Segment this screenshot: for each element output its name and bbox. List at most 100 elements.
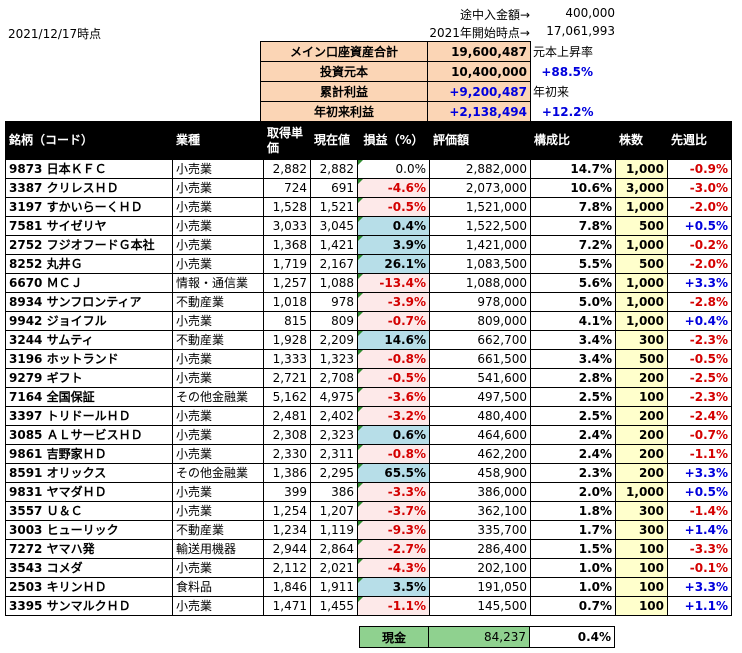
industry: 不動産業 (172, 292, 264, 312)
start-value: 17,061,993 (546, 24, 615, 38)
table-row: 3387 クリレスＨＤ 小売業 724 691 -4.6% 2,073,000 10.6% 3… (5, 178, 732, 198)
share-count: 1,000 (615, 197, 668, 217)
valuation: 1,088,000 (429, 273, 531, 293)
pl-percent: 14.6% (357, 330, 430, 350)
weekly-change: -3.3% (667, 539, 732, 559)
table-row: 7272 ヤマハ発 輸送用機器 2,944 2,864 -2.7% 286,400 1.5%… (5, 539, 732, 559)
pl-percent: -0.7% (357, 311, 430, 331)
industry: 小売業 (172, 235, 264, 255)
table-row: 3197 すかいらーくＨＤ 小売業 1,528 1,521 -0.5% 1,521,000… (5, 197, 732, 217)
share-count: 200 (615, 368, 668, 388)
current-price: 978 (310, 292, 358, 312)
weekly-change: -2.3% (667, 387, 732, 407)
share-count: 1,000 (615, 235, 668, 255)
share-count: 100 (615, 558, 668, 578)
stock-name: 3196 ホットランド (5, 349, 173, 369)
share-count: 200 (615, 463, 668, 483)
weekly-change: -0.7% (667, 425, 732, 445)
table-row: 3085 ＡＬサービスＨＤ 小売業 2,308 2,323 0.6% 464,600 2.4… (5, 425, 732, 445)
pl-percent: -0.8% (357, 349, 430, 369)
industry: その他金融業 (172, 387, 264, 407)
pl-percent: -2.7% (357, 539, 430, 559)
valuation: 2,882,000 (429, 159, 531, 179)
current-price: 1,455 (310, 596, 358, 616)
cost-price: 399 (263, 482, 311, 502)
cash-value: 84,237 (428, 626, 530, 648)
industry: その他金融業 (172, 463, 264, 483)
industry: 小売業 (172, 596, 264, 616)
composition-ratio: 3.4% (530, 349, 616, 369)
valuation: 661,500 (429, 349, 531, 369)
industry: 小売業 (172, 444, 264, 464)
stock-name: 9831 ヤマダＨＤ (5, 482, 173, 502)
share-count: 200 (615, 406, 668, 426)
weekly-change: -0.2% (667, 235, 732, 255)
table-row: 3244 サムティ 不動産業 1,928 2,209 14.6% 662,700 3.4% 3… (5, 330, 732, 350)
pl-percent: 3.9% (357, 235, 430, 255)
table-row: 3003 ヒューリック 不動産業 1,234 1,119 -9.3% 335,700 1.7… (5, 520, 732, 540)
stock-name: 3395 サンマルクＨＤ (5, 596, 173, 616)
composition-ratio: 2.0% (530, 482, 616, 502)
current-price: 809 (310, 311, 358, 331)
industry: 小売業 (172, 501, 264, 521)
share-count: 1,000 (615, 273, 668, 293)
industry: 小売業 (172, 425, 264, 445)
cash-table: 現金 84,237 0.4% (359, 626, 615, 648)
stock-name: 3397 トリドールＨＤ (5, 406, 173, 426)
cost-price: 1,254 (263, 501, 311, 521)
cost-price: 1,368 (263, 235, 311, 255)
valuation: 1,421,000 (429, 235, 531, 255)
composition-ratio: 7.2% (530, 235, 616, 255)
share-count: 100 (615, 387, 668, 407)
valuation: 662,700 (429, 330, 531, 350)
pl-percent: 26.1% (357, 254, 430, 274)
industry: 小売業 (172, 311, 264, 331)
summary-table: メイン口座資産合計 19,600,487 元本上昇率 投資元本 10,400,000 +8… (260, 41, 597, 122)
stock-name: 8252 丸井Ｇ (5, 254, 173, 274)
composition-ratio: 1.0% (530, 577, 616, 597)
current-price: 2,402 (310, 406, 358, 426)
summary-label: メイン口座資産合計 (260, 41, 428, 62)
current-price: 1,521 (310, 197, 358, 217)
table-row: 3397 トリドールＨＤ 小売業 2,481 2,402 -3.2% 480,400 2.5… (5, 406, 732, 426)
summary-label: 年初来利益 (260, 101, 428, 122)
valuation: 386,000 (429, 482, 531, 502)
table-row: 3395 サンマルクＨＤ 小売業 1,471 1,455 -1.1% 145,500 0.7… (5, 596, 732, 616)
stock-name: 2503 キリンＨＤ (5, 577, 173, 597)
summary-side: +12.2% (541, 104, 594, 119)
current-price: 3,045 (310, 216, 358, 236)
table-row: 3196 ホットランド 小売業 1,333 1,323 -0.8% 661,500 3.4%… (5, 349, 732, 369)
share-count: 100 (615, 596, 668, 616)
cost-price: 1,719 (263, 254, 311, 274)
pl-percent: 0.6% (357, 425, 430, 445)
share-count: 1,000 (615, 311, 668, 331)
stock-name: 6670 ＭＣＪ (5, 273, 173, 293)
stock-name: 3244 サムティ (5, 330, 173, 350)
table-row: 6670 ＭＣＪ 情報・通信業 1,257 1,088 -13.4% 1,088,000 5… (5, 273, 732, 293)
current-price: 2,311 (310, 444, 358, 464)
cost-price: 1,234 (263, 520, 311, 540)
cash-ratio: 0.4% (529, 626, 615, 648)
weekly-change: +3.3% (667, 463, 732, 483)
industry: 小売業 (172, 197, 264, 217)
weekly-change: +0.5% (667, 216, 732, 236)
cost-price: 3,033 (263, 216, 311, 236)
stock-name: 8934 サンフロンティア (5, 292, 173, 312)
pl-percent: -3.2% (357, 406, 430, 426)
cost-price: 1,928 (263, 330, 311, 350)
header-ratio: 構成比 (530, 121, 616, 160)
cost-price: 2,330 (263, 444, 311, 464)
composition-ratio: 3.4% (530, 330, 616, 350)
composition-ratio: 1.8% (530, 501, 616, 521)
weekly-change: +1.1% (667, 596, 732, 616)
pl-percent: -3.3% (357, 482, 430, 502)
industry: 小売業 (172, 254, 264, 274)
summary-row: 年初来利益 +2,138,494 +12.2% (260, 101, 597, 122)
cost-price: 1,386 (263, 463, 311, 483)
valuation: 145,500 (429, 596, 531, 616)
pl-percent: -1.1% (357, 596, 430, 616)
industry: 不動産業 (172, 520, 264, 540)
holdings-table: 銘柄（コード） 業種 取得単価 現在値 損益（%） 評価額 構成比 株数 先週比… (5, 121, 732, 616)
cost-price: 2,481 (263, 406, 311, 426)
stock-name: 9279 ギフト (5, 368, 173, 388)
